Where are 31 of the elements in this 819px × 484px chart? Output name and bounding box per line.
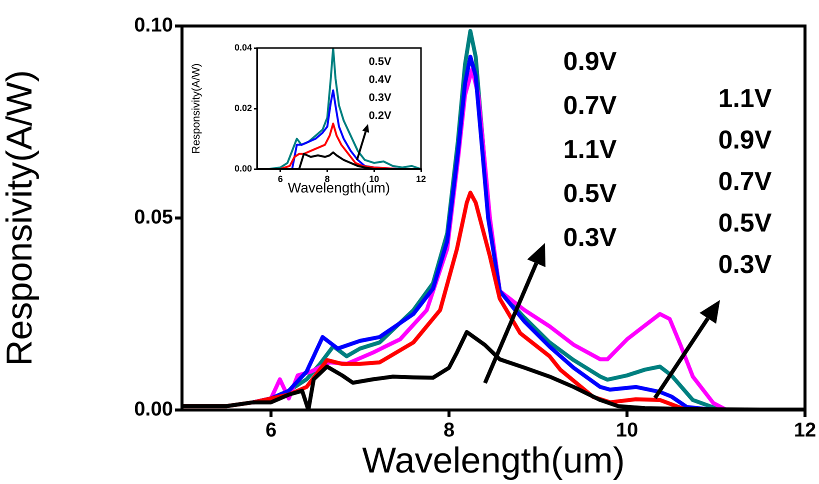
annotation: 0.2V [368,110,392,122]
x-axis-title: Wavelength(um) [362,439,625,480]
annotation: 0.3V [368,92,392,104]
annotation: 0.5V [563,178,618,208]
annotation: 0.7V [563,90,618,120]
annotation: 1.1V [563,134,618,164]
y-tick-label: 0.00 [134,398,173,421]
x-tick-label: 8 [443,420,455,442]
annotation: 0.5V [368,56,392,68]
x-tick-label: 10 [369,174,380,184]
annotation: 0.9V [563,46,618,76]
annotation: 1.1V [718,83,772,114]
y-tick-label: 0.10 [134,14,173,37]
annotation: 0.3V [563,222,618,252]
y-tick-label: 0.04 [234,42,252,52]
x-tick-label: 6 [278,174,283,184]
x-tick-label: 12 [794,420,816,442]
annotation: 0.9V [718,124,772,155]
y-axis-title: Responsivity(A/W) [190,63,203,154]
y-tick-label: 0.02 [234,102,252,113]
annotation: 0.4V [368,74,392,86]
x-tick-label: 6 [265,420,277,442]
y-tick-label: 0.00 [234,163,252,174]
x-tick-label: 8 [324,174,330,184]
x-tick-label: 12 [416,174,426,184]
y-tick-label: 0.05 [134,206,173,229]
annotation: 0.3V [718,249,772,280]
y-axis-title: Responsivity(A/W) [0,70,40,366]
x-tick-label: 10 [616,420,638,442]
annotation: 0.7V [718,166,772,196]
annotation: 0.5V [718,208,772,238]
